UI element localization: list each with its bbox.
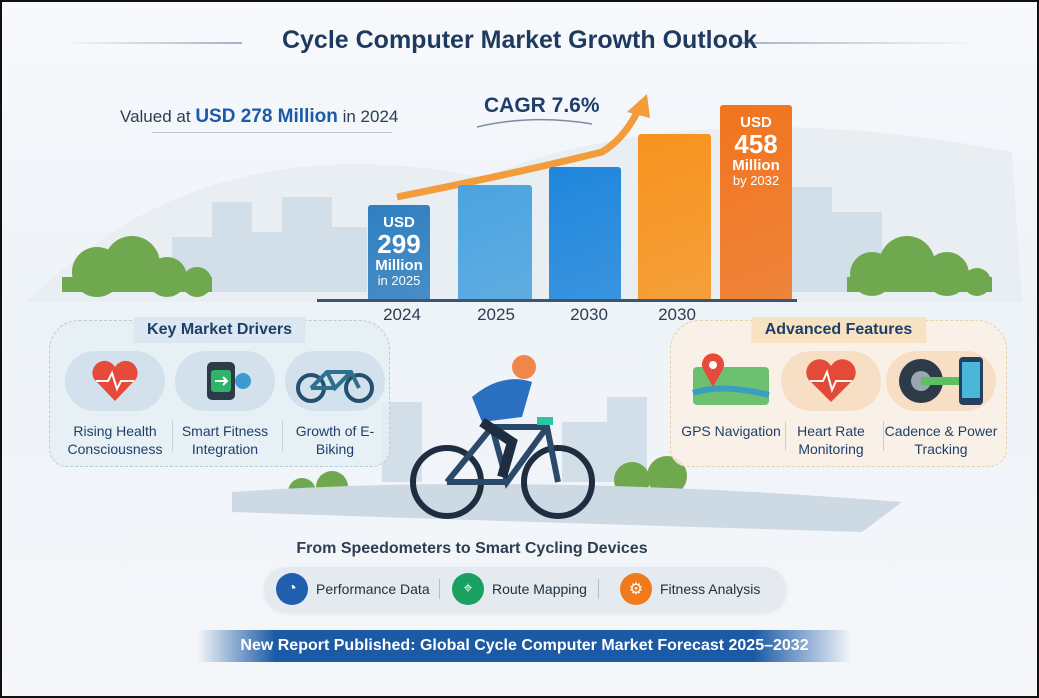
bushes xyxy=(62,236,992,506)
driver-label: Growth of E-Biking xyxy=(295,423,375,457)
bar-0: USD 299 Million in 2025 xyxy=(368,205,430,299)
bar-label-line: 299 xyxy=(377,228,421,259)
bar-label-line: by 2032 xyxy=(732,172,780,188)
feature-item: Heart Rate Monitoring xyxy=(776,351,886,458)
driver-item: Growth of E-Biking xyxy=(280,351,390,458)
key-drivers-title: Key Market Drivers xyxy=(133,317,306,343)
cyclist-illustration xyxy=(410,355,595,519)
subtitle: From Speedometers to Smart Cycling Devic… xyxy=(296,540,648,557)
capability-route-mapping: ⌖ Route Mapping xyxy=(452,573,587,605)
year-label: 2024 xyxy=(383,305,421,324)
year-label: 2030 xyxy=(658,305,696,324)
capability-label: Route Mapping xyxy=(492,581,587,597)
report-banner: New Report Published: Global Cycle Compu… xyxy=(197,630,852,662)
feature-label: Heart Rate Monitoring xyxy=(797,423,865,457)
capability-label: Performance Data xyxy=(316,581,430,597)
bicycle-icon xyxy=(285,351,385,411)
smartwatch-icon xyxy=(175,351,275,411)
capability-label: Fitness Analysis xyxy=(660,581,761,597)
bar-label-line: USD xyxy=(383,214,415,231)
map-pin-icon xyxy=(681,351,781,411)
page-title: Cycle Computer Market Growth Outlook xyxy=(281,26,758,54)
driver-item: Rising Health Consciousness xyxy=(60,351,170,458)
heart-pulse-icon xyxy=(781,351,881,411)
bar-label-line: in 2025 xyxy=(377,272,421,288)
gear-icon: ⚙ xyxy=(620,573,652,605)
key-drivers-panel: Key Market Drivers Rising Health Conscio… xyxy=(49,317,390,467)
feature-item: Cadence & Power Tracking xyxy=(881,351,1001,458)
valued-amount: USD 278 Million xyxy=(195,106,338,127)
feature-label: GPS Navigation xyxy=(681,423,781,439)
bar-2 xyxy=(549,167,621,299)
title-rule-left xyxy=(62,42,242,44)
road xyxy=(232,484,902,532)
driver-item: Smart Fitness Integration xyxy=(170,351,280,458)
valued-text: Valued at USD 278 Million in 2024 xyxy=(120,106,398,128)
valued-prefix: Valued at xyxy=(120,107,191,126)
bar-label-line: 458 xyxy=(734,128,778,159)
bar-3 xyxy=(638,134,711,299)
capability-performance-data: ◔ Performance Data xyxy=(276,573,430,605)
bar-1 xyxy=(458,185,532,299)
bar-label-line: Million xyxy=(375,257,423,275)
valued-suffix: in 2024 xyxy=(342,107,399,126)
feature-label: Cadence & Power Tracking xyxy=(884,423,998,457)
route-pin-icon: ⌖ xyxy=(452,573,484,605)
title-rule-right xyxy=(737,42,977,44)
feature-item: GPS Navigation xyxy=(676,351,786,441)
bar-4: USD 458 Million by 2032 xyxy=(720,105,792,299)
advanced-features-panel: Advanced Features GPS Navigation Heart R… xyxy=(670,317,1007,467)
divider xyxy=(152,132,392,133)
year-label: 2025 xyxy=(477,305,515,324)
growth-arrow xyxy=(396,100,646,201)
chart-baseline xyxy=(317,299,797,302)
heart-pulse-icon xyxy=(65,351,165,411)
year-label: 2030 xyxy=(570,305,608,324)
crank-phone-icon xyxy=(886,351,996,411)
speedometer-icon: ◔ xyxy=(276,573,308,605)
capability-fitness-analysis: ⚙ Fitness Analysis xyxy=(620,573,760,605)
capabilities-bar: ◔ Performance Data ⌖ Route Mapping ⚙ Fitnes… xyxy=(264,567,786,611)
driver-label: Rising Health Consciousness xyxy=(67,423,163,457)
advanced-features-title: Advanced Features xyxy=(750,317,927,343)
cagr-label: CAGR 7.6% xyxy=(484,94,600,117)
bar-label-line: USD xyxy=(740,114,772,131)
driver-label: Smart Fitness Integration xyxy=(181,423,269,457)
bar-label-line: Million xyxy=(732,157,780,175)
